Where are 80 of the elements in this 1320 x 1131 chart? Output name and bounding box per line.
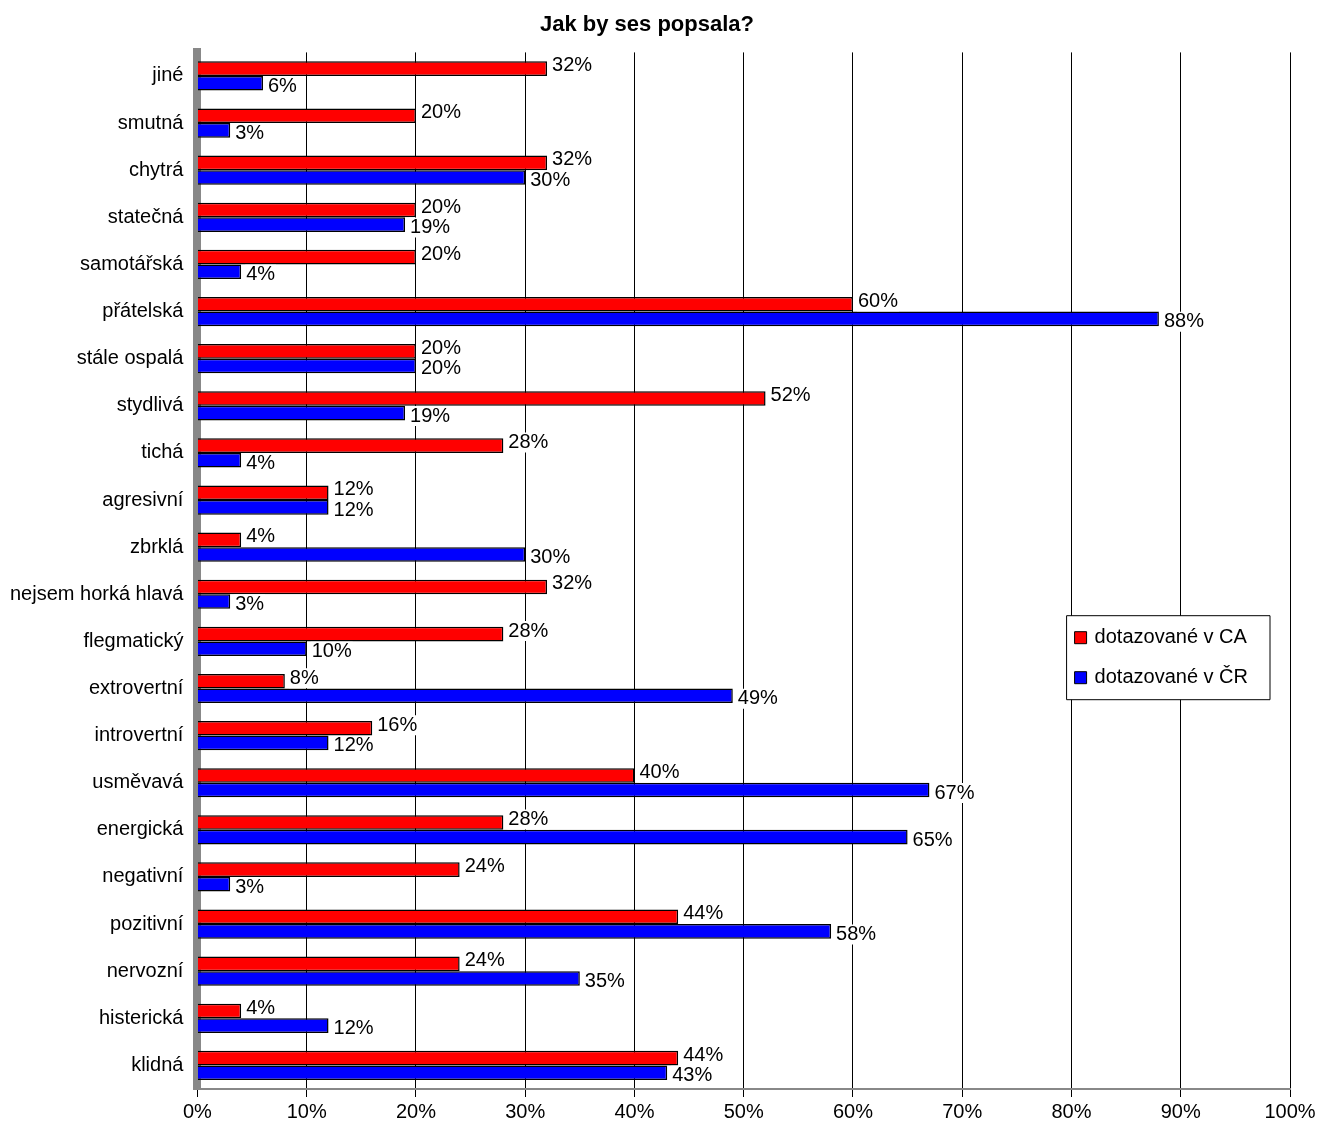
- data-label: 4%: [246, 262, 276, 285]
- legend-label: dotazované v ČR: [1094, 665, 1248, 688]
- data-label: 4%: [246, 524, 276, 547]
- y-tick-label: agresivní: [102, 487, 184, 510]
- data-label: 44%: [683, 901, 724, 924]
- chart-title: Jak by ses popsala?: [540, 11, 754, 37]
- data-label: 58%: [836, 921, 877, 944]
- y-tick-label: histerická: [98, 1005, 185, 1028]
- y-tick-label: smutná: [117, 110, 185, 133]
- y-tick-label: energická: [96, 817, 185, 840]
- data-label: 20%: [420, 194, 462, 217]
- data-label: 30%: [530, 544, 571, 567]
- data-label: 24%: [464, 948, 505, 971]
- data-label: 3%: [235, 120, 265, 143]
- data-label: 20%: [420, 335, 462, 358]
- data-label: 32%: [552, 147, 593, 170]
- y-tick-label: nejsem horká hlavá: [9, 581, 185, 604]
- x-tick-label: 30%: [505, 1099, 546, 1122]
- data-label: 6%: [267, 73, 298, 96]
- x-tick-label: 50%: [723, 1099, 764, 1122]
- y-tick-label: jiné: [151, 63, 184, 86]
- data-label: 32%: [552, 53, 593, 76]
- data-label: 19%: [410, 215, 451, 238]
- data-label: 40%: [639, 759, 680, 782]
- data-label: 28%: [508, 430, 549, 453]
- data-label: 4%: [246, 450, 276, 473]
- y-tick-label: flegmatický: [83, 628, 184, 651]
- y-tick-label: chytrá: [128, 157, 185, 180]
- data-label: 20%: [420, 356, 462, 379]
- x-tick-label: 100%: [1264, 1099, 1316, 1122]
- data-label: 16%: [377, 712, 418, 735]
- data-label: 44%: [683, 1042, 724, 1065]
- data-label: 12%: [333, 477, 374, 500]
- data-label: 28%: [508, 618, 549, 641]
- y-tick-label: extrovertní: [88, 676, 184, 699]
- y-tick-label: nervozní: [106, 958, 184, 981]
- x-tick-label: 10%: [286, 1099, 327, 1122]
- y-tick-label: introvertní: [94, 723, 184, 746]
- y-tick-label: přátelská: [102, 299, 185, 322]
- y-tick-label: klidná: [131, 1052, 185, 1075]
- data-label: 49%: [737, 686, 779, 709]
- data-label: 28%: [508, 807, 549, 830]
- data-label: 60%: [857, 288, 899, 311]
- data-label: 12%: [333, 497, 374, 520]
- data-label: 12%: [333, 733, 374, 756]
- y-tick-label: statečná: [107, 204, 185, 227]
- data-label: 4%: [246, 995, 276, 1018]
- data-label: 30%: [530, 168, 571, 191]
- y-tick-label: zbrklá: [130, 534, 185, 557]
- x-tick-label: 0%: [182, 1099, 213, 1122]
- data-label: 19%: [410, 403, 451, 426]
- x-tick-label: 60%: [832, 1099, 874, 1122]
- y-tick-label: stydlivá: [116, 393, 185, 416]
- x-tick-label: 90%: [1160, 1099, 1201, 1122]
- x-tick-label: 20%: [395, 1099, 437, 1122]
- x-tick-label: 80%: [1051, 1099, 1092, 1122]
- y-tick-label: stále ospalá: [76, 346, 185, 369]
- legend-label: dotazované v CA: [1094, 625, 1248, 648]
- data-label: 24%: [464, 854, 505, 877]
- data-label: 12%: [333, 1016, 374, 1039]
- data-label: 43%: [672, 1063, 713, 1086]
- data-label: 10%: [311, 639, 352, 662]
- y-tick-label: pozitivní: [110, 911, 184, 934]
- y-tick-label: samotářská: [80, 251, 185, 274]
- y-tick-label: usměvavá: [92, 770, 185, 793]
- y-tick-label: tichá: [141, 440, 185, 463]
- data-label: 20%: [420, 241, 462, 264]
- data-label: 65%: [912, 827, 953, 850]
- data-label: 3%: [235, 874, 265, 897]
- data-label: 32%: [552, 571, 593, 594]
- x-tick-label: 70%: [942, 1099, 983, 1122]
- data-label: 20%: [420, 100, 462, 123]
- data-label: 3%: [235, 592, 265, 615]
- data-label: 8%: [289, 665, 319, 688]
- data-label: 35%: [584, 969, 626, 992]
- data-label: 52%: [770, 383, 811, 405]
- data-label: 67%: [934, 780, 975, 803]
- data-label: 88%: [1163, 309, 1205, 332]
- x-tick-label: 40%: [614, 1099, 655, 1122]
- y-tick-label: negativní: [102, 864, 184, 887]
